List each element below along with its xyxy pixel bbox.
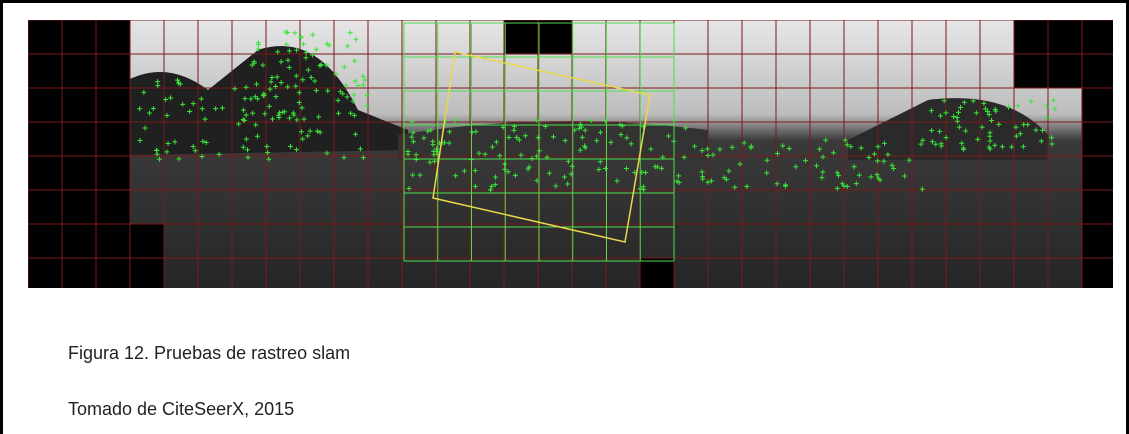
- figure-image: [28, 20, 1113, 288]
- figure-source: Tomado de CiteSeerX, 2015: [68, 399, 294, 420]
- masked-cell: [130, 224, 164, 288]
- figure-caption: Figura 12. Pruebas de rastreo slam: [68, 343, 350, 364]
- page: Figura 12. Pruebas de rastreo slam Tomad…: [0, 0, 1129, 434]
- masked-cell: [1082, 20, 1113, 288]
- masked-cell: [28, 20, 130, 288]
- masked-cell: [640, 258, 674, 288]
